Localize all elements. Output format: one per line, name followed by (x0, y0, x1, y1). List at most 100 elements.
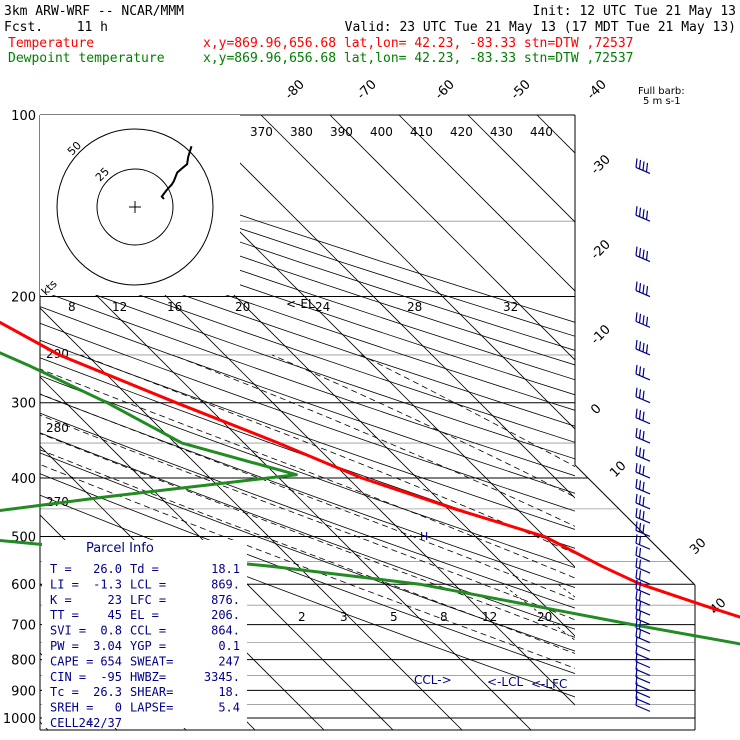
isotherm-label: -30 (588, 152, 614, 178)
wind-barb-staff (635, 636, 651, 644)
wind-barb-flag (638, 591, 642, 601)
isotherm-line (191, 115, 575, 499)
wind-barb-flag (645, 316, 649, 326)
moist-adiabat-line (172, 354, 575, 527)
lcl-marker: <-LCL (487, 675, 523, 689)
parcel-h-marker: H (420, 530, 428, 543)
theta-label: 370 (250, 125, 273, 139)
isotherm-line (329, 115, 575, 361)
wind-barb-flag (638, 570, 642, 580)
wind-barb-flag (638, 547, 642, 558)
parcel-info-cell: TT = (50, 608, 79, 622)
wind-barb-flag (635, 246, 638, 256)
speed-scale-label: 8 (68, 300, 76, 314)
pressure-label: 100 (11, 109, 36, 124)
wind-barb-staff (635, 691, 651, 699)
wind-barb-flag (642, 367, 645, 377)
wind-barb-flag (635, 675, 638, 685)
wind-barb-flag (635, 696, 638, 706)
wind-barb-flag (635, 493, 638, 503)
wind-barb-flag (638, 495, 642, 505)
parcel-info-cell: CELL = (50, 716, 93, 730)
wind-barb-flag (635, 627, 638, 637)
wind-barb-flag (642, 481, 645, 491)
wind-barb-flag (645, 250, 649, 261)
theta-label: 440 (530, 125, 553, 139)
parcel-info-panel: Parcel Info T = 26.0 Td = 18.1 LI = -1.3 LCL =… (42, 540, 247, 730)
moist-adiabat-line (80, 354, 575, 554)
wind-barb-flag (635, 600, 638, 610)
legend-dewpoint-label: Dewpoint temperature (8, 51, 165, 66)
isotherm-line (40, 307, 463, 730)
legend-dewpoint-location: x,y=869.96,656.68 lat,lon= 42.23, -83.33… (203, 51, 633, 66)
lfc-marker: <-LFC (531, 677, 567, 691)
parcel-info-cell: PW = (50, 639, 79, 653)
parcel-info-cell: 3345. (204, 670, 240, 684)
mixing-ratio-label: 12 (482, 610, 497, 624)
moist-adiabat-line (40, 368, 575, 579)
init-time: Init: 12 UTC Tue 21 May 13 (533, 4, 737, 19)
wind-barbs (635, 158, 651, 712)
wind-barb-flag (635, 682, 638, 692)
wind-barb-flag (642, 449, 645, 459)
isotherm-line (467, 115, 575, 223)
parcel-info-cell: LCL = (130, 577, 166, 591)
wind-barb-flag (638, 464, 642, 474)
full-barb-label: Full barb: (638, 86, 685, 97)
wind-barb-flag (642, 249, 645, 259)
parcel-info-cell: 864. (211, 624, 240, 638)
speed-scale-label: 16 (167, 300, 182, 314)
dry-adiabat-line (40, 228, 575, 411)
parcel-info-cell: 5.4 (218, 701, 240, 715)
dry-adiabat-line (40, 357, 575, 549)
wind-barb-flag (635, 507, 638, 518)
moist-adiabat-line (40, 449, 575, 654)
temperature-line (0, 320, 740, 619)
wind-barb-flag (642, 315, 645, 325)
wind-barb-flag (642, 510, 645, 521)
isotherm-label: 10 (607, 459, 629, 481)
parcel-info-cell: -1.3 (93, 577, 122, 591)
parcel-info-cell: 18. (218, 685, 240, 699)
wind-barb-flag (635, 446, 638, 456)
wind-barb-flag (635, 462, 638, 473)
theta-left-label: 280 (46, 421, 69, 435)
parcel-info-cell: 654 (100, 654, 122, 668)
isotherm-line (40, 376, 394, 730)
wind-barb-staff (635, 644, 651, 652)
wind-barb-staff (635, 704, 651, 712)
theta-label: 410 (410, 125, 433, 139)
parcel-info-cell: SWEAT= (130, 654, 173, 668)
moist-adiabat-line (40, 464, 575, 669)
dry-adiabat-line (40, 412, 575, 609)
wind-barb-staff (635, 542, 651, 550)
wind-barb-flag (638, 509, 642, 519)
wind-barb-flag (635, 387, 638, 397)
wind-barb-staff (635, 618, 651, 626)
theta-label: 420 (450, 125, 473, 139)
parcel-info-cell: LAPSE= (130, 701, 173, 715)
wind-barb-flag (635, 428, 638, 438)
wind-barb-flag (635, 636, 638, 646)
wind-barb-flag (635, 521, 638, 531)
parcel-info-cell: 206. (211, 608, 240, 622)
parcel-info-cell: 0.8 (100, 624, 122, 638)
wind-barb-flag (642, 209, 645, 219)
hodograph-trace (160, 145, 193, 200)
wind-barb-flag (635, 478, 638, 488)
wind-barb-flag (635, 609, 638, 619)
parcel-info-cell: 26.0 (93, 562, 122, 576)
wind-barb-flag (635, 558, 638, 568)
parcel-info-cell: 0.1 (218, 639, 240, 653)
dry-adiabat-line (40, 274, 575, 460)
parcel-info-cell: YGP = (130, 639, 166, 653)
wind-barb-flag (638, 559, 642, 569)
parcel-info-cell: T = (50, 562, 72, 576)
wind-barb-flag (638, 366, 642, 376)
wind-barb-flag (635, 689, 638, 699)
isotherm-label: 0 (588, 401, 604, 417)
isotherm-line (398, 115, 575, 292)
valid-time: Valid: 23 UTC Tue 21 May 13 (17 MDT Tue … (345, 20, 736, 35)
wind-barb-flag (638, 620, 642, 630)
wind-barb-flag (635, 579, 638, 589)
